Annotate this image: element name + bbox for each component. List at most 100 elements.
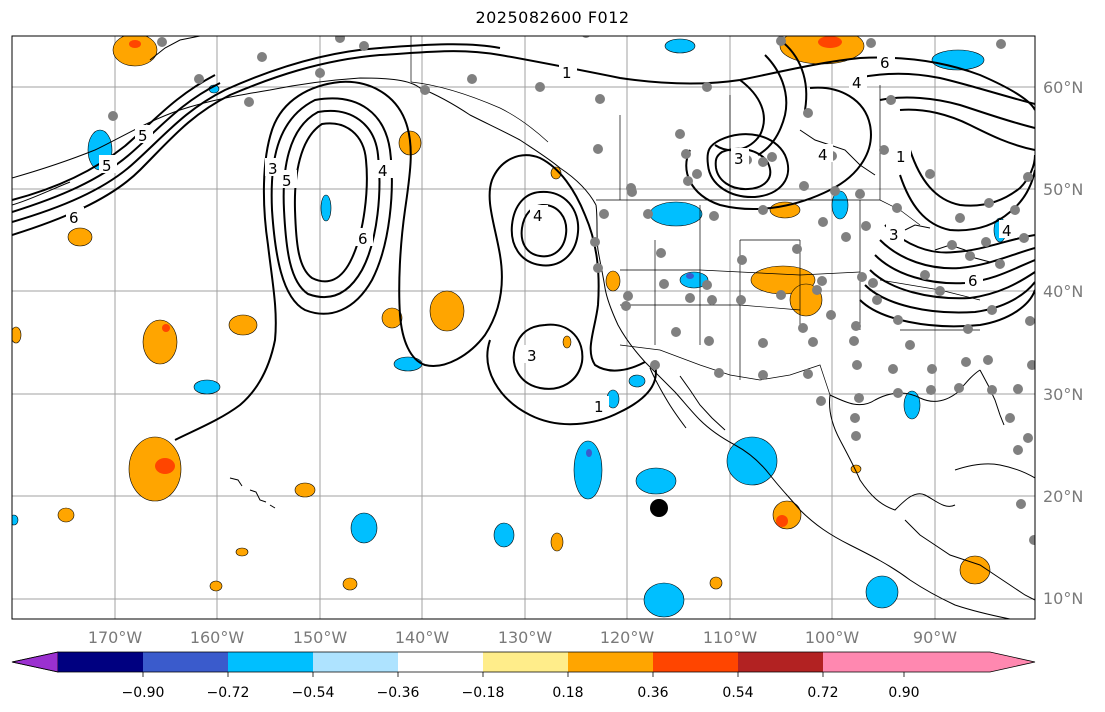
contour-label: 4 [818, 146, 828, 164]
colorbar-bin [228, 652, 313, 672]
cool-patch [643, 582, 685, 618]
colorbar-ticks [142, 672, 905, 677]
warm-patch [235, 547, 249, 557]
longitude-labels: 170°W 160°W 150°W 140°W 130°W 120°W 110°… [88, 628, 957, 647]
colorbar-extend-high [904, 652, 1035, 672]
contour-label: 5 [282, 172, 292, 190]
contour-label: 6 [968, 272, 978, 290]
contour-label: 6 [69, 209, 79, 227]
cool-patch [903, 390, 921, 420]
contour-label: 6 [880, 54, 890, 72]
warm-core [818, 36, 842, 48]
warm-patch [429, 290, 465, 332]
warm-patch [959, 555, 991, 585]
contour-label: 5 [102, 157, 112, 175]
latitude-labels: 10°N 20°N 30°N 40°N 50°N 60°N [1043, 78, 1083, 608]
warm-patch [128, 436, 182, 502]
cool-patch [649, 201, 703, 227]
lat-label: 60°N [1043, 78, 1083, 97]
contour-label: 6 [358, 230, 368, 248]
cool-patch [320, 194, 332, 222]
contour-label: 1 [896, 148, 906, 166]
colorbar-tick-label: 0.18 [552, 685, 583, 701]
warm-patch [342, 577, 358, 591]
colorbar-bin [398, 652, 483, 672]
colorbar-extend-low [11, 651, 59, 673]
warm-patch [769, 201, 801, 219]
station-markers [108, 36, 1035, 545]
lon-label: 170°W [88, 628, 143, 647]
warm-patch [112, 36, 158, 67]
warm-patch [605, 270, 621, 292]
contour-closed-high [270, 97, 393, 315]
warm-patch [67, 227, 93, 247]
lon-label: 110°W [703, 628, 758, 647]
warm-patch [381, 307, 403, 329]
cool-patch [573, 440, 603, 500]
colorbar-tick-label: −0.36 [377, 685, 420, 701]
cool-patch [635, 467, 677, 495]
contour-label: 3 [734, 150, 744, 168]
contour-label: 1 [562, 64, 572, 82]
cool-patch [493, 522, 515, 548]
cool-deep [686, 273, 694, 279]
warm-patch [57, 507, 75, 523]
lon-label: 100°W [805, 628, 860, 647]
cool-patch [350, 512, 378, 544]
height-contours [12, 39, 1035, 441]
contour-label: 4 [533, 207, 543, 225]
lat-label: 50°N [1043, 180, 1083, 199]
highlight-marker [650, 499, 668, 517]
colorbar-tick-label: 0.90 [888, 685, 919, 701]
contour-labels: 1 6 4 5 5 6 3 4 4 1 5 3 6 4 3 1 3 4 6 [66, 52, 1017, 416]
warm-patch [709, 576, 723, 590]
cool-patch [393, 356, 423, 372]
contour-label: 5 [138, 127, 148, 145]
colorbar-bin [58, 652, 143, 672]
contour-label: 4 [378, 162, 388, 180]
lat-label: 10°N [1043, 589, 1083, 608]
cool-patch [628, 374, 646, 388]
colorbar-tick-label: −0.90 [122, 685, 165, 701]
colorbar-bin [568, 652, 653, 672]
colorbar-bin [483, 652, 568, 672]
colorbar-tick-label: 0.54 [722, 685, 753, 701]
lon-label: 130°W [498, 628, 553, 647]
warm-patch [209, 580, 223, 592]
cool-patch [865, 575, 899, 609]
warm-core [776, 515, 788, 527]
warm-patch [550, 532, 564, 552]
cool-patch [726, 436, 778, 486]
colorbar: −0.90 −0.72 −0.54 −0.36 −0.18 0.18 0.36 … [11, 651, 1036, 701]
colorbar-bin [313, 652, 398, 672]
colorbar-tick-label: 0.36 [637, 685, 668, 701]
colorbar-bin [823, 652, 904, 672]
lat-label: 40°N [1043, 282, 1083, 301]
contour-label: 4 [1002, 222, 1012, 240]
colorbar-tick-label: −0.72 [207, 685, 250, 701]
warm-patch [294, 482, 316, 498]
colorbar-tick-label: −0.18 [462, 685, 505, 701]
colorbar-bin [653, 652, 738, 672]
lon-label: 90°W [913, 628, 957, 647]
map-background [12, 36, 1035, 619]
warm-patch [12, 326, 22, 344]
contour-label: 4 [852, 74, 862, 92]
contour-label: 3 [889, 226, 899, 244]
warm-patch [228, 314, 258, 336]
warm-core [129, 40, 141, 48]
lat-label: 30°N [1043, 385, 1083, 404]
lat-label: 20°N [1043, 487, 1083, 506]
warm-core [162, 324, 170, 332]
warm-patch [142, 319, 178, 365]
colorbar-bin [738, 652, 823, 672]
lon-label: 120°W [600, 628, 655, 647]
lon-label: 140°W [395, 628, 450, 647]
cool-deep [586, 449, 592, 457]
colorbar-tick-label: 0.72 [807, 685, 838, 701]
contour-label: 3 [268, 160, 278, 178]
cool-patch [12, 514, 19, 526]
map-title: 2025082600 F012 [475, 8, 630, 27]
contour-label: 1 [594, 398, 604, 416]
